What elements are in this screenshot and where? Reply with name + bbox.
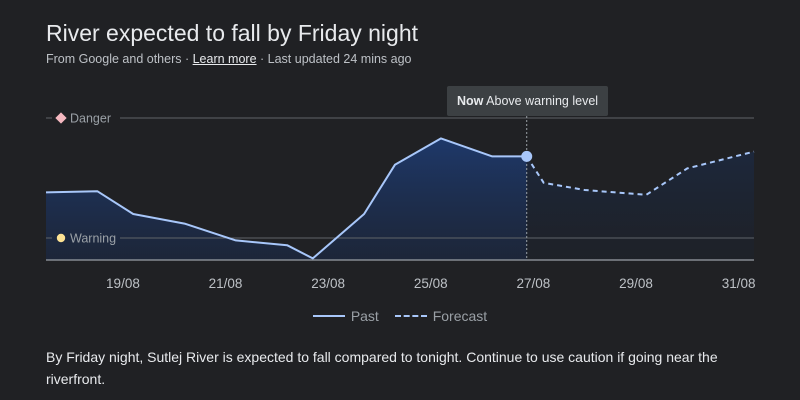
x-tick-label: 23/08: [311, 276, 345, 291]
learn-more-link[interactable]: Learn more: [192, 52, 257, 66]
x-tick-label: 25/08: [414, 276, 448, 291]
forecast-area: [526, 151, 754, 260]
legend-label-forecast: Forecast: [432, 308, 488, 324]
x-tick-label: 27/08: [516, 276, 550, 291]
circle-icon: [56, 233, 66, 243]
x-tick-label: 19/08: [106, 276, 140, 291]
x-tick-label: 21/08: [209, 276, 243, 291]
source-text: From Google and others ·: [46, 52, 193, 66]
forecast-series-line: [525, 150, 755, 196]
past-series-line: [45, 137, 527, 260]
x-tick-label: 31/08: [722, 276, 756, 291]
legend-item-past: Past: [312, 308, 379, 324]
legend-label-past: Past: [350, 308, 379, 324]
dashed-line-icon: [394, 315, 427, 318]
updated-text: · Last updated 24 mins ago: [256, 52, 412, 66]
legend-item-forecast: Forecast: [394, 308, 488, 324]
chart-legend: Past Forecast: [0, 308, 800, 324]
page-title: River expected to fall by Friday night: [46, 20, 419, 46]
solid-line-icon: [312, 315, 345, 318]
diamond-icon: [55, 112, 67, 124]
now-point: [521, 150, 533, 162]
forecast-description: By Friday night, Sutlej River is expecte…: [46, 349, 718, 387]
now-label: Now: [457, 94, 484, 108]
source-line: From Google and others · Learn more · La…: [46, 52, 412, 66]
tooltip-text: Above warning level: [483, 94, 599, 108]
now-tooltip: Now Above warning level: [447, 86, 609, 116]
x-tick-label: 29/08: [619, 276, 653, 291]
level-label-warning: Warning: [70, 232, 116, 246]
past-area: [46, 138, 527, 260]
level-label-danger: Danger: [70, 112, 111, 126]
